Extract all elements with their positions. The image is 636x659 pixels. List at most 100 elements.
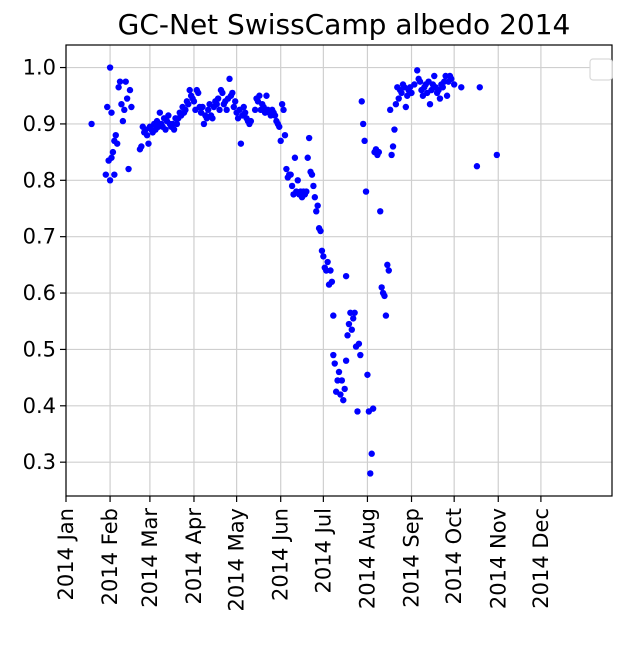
data-point bbox=[340, 396, 347, 404]
data-point bbox=[200, 120, 208, 128]
data-point bbox=[288, 182, 296, 190]
data-point bbox=[313, 208, 320, 215]
data-point bbox=[355, 340, 363, 347]
data-point bbox=[342, 357, 350, 364]
data-point bbox=[182, 106, 189, 114]
data-point bbox=[143, 132, 151, 139]
data-point bbox=[165, 112, 172, 119]
data-point bbox=[337, 391, 344, 398]
data-point bbox=[232, 98, 239, 105]
data-point bbox=[358, 98, 365, 105]
data-point bbox=[431, 72, 438, 80]
data-point bbox=[216, 106, 223, 114]
data-point bbox=[351, 309, 358, 316]
x-tick-label: 2014 Apr bbox=[182, 508, 206, 605]
data-point bbox=[392, 100, 400, 108]
data-point bbox=[106, 177, 114, 184]
data-point bbox=[108, 154, 115, 161]
data-point bbox=[278, 100, 286, 108]
data-point bbox=[398, 89, 405, 97]
data-point bbox=[391, 126, 398, 133]
data-point bbox=[476, 84, 483, 91]
data-point bbox=[377, 208, 384, 215]
data-point bbox=[230, 103, 237, 111]
data-point bbox=[448, 75, 455, 83]
y-tick-label: 0.6 bbox=[23, 281, 56, 305]
data-point bbox=[384, 261, 391, 269]
data-point bbox=[436, 95, 444, 102]
data-point bbox=[226, 75, 233, 83]
data-point bbox=[209, 115, 216, 122]
data-point bbox=[237, 140, 245, 147]
y-tick-label: 0.5 bbox=[23, 337, 56, 361]
data-point bbox=[342, 272, 350, 280]
data-point bbox=[388, 151, 395, 159]
data-point bbox=[411, 81, 418, 88]
data-point bbox=[115, 84, 122, 91]
data-point bbox=[162, 126, 169, 133]
data-point bbox=[414, 67, 421, 74]
data-point bbox=[214, 95, 222, 102]
data-point bbox=[121, 106, 128, 114]
data-point bbox=[173, 120, 181, 128]
data-point bbox=[277, 137, 284, 145]
data-point bbox=[291, 154, 299, 161]
data-point bbox=[102, 171, 110, 178]
data-point bbox=[308, 171, 316, 178]
data-point bbox=[416, 78, 424, 85]
data-point bbox=[112, 132, 119, 139]
data-point bbox=[281, 132, 289, 139]
data-point bbox=[294, 177, 301, 184]
data-point bbox=[305, 134, 313, 142]
y-tick-label: 0.7 bbox=[23, 225, 56, 249]
data-point bbox=[283, 165, 290, 173]
data-point bbox=[185, 100, 192, 108]
y-tick-label: 0.8 bbox=[23, 168, 56, 192]
data-point bbox=[348, 326, 355, 333]
data-point bbox=[304, 154, 311, 161]
data-point bbox=[385, 267, 392, 274]
data-point bbox=[118, 100, 125, 108]
data-point bbox=[263, 92, 270, 99]
data-point bbox=[311, 194, 319, 201]
x-tick-label: 2014 Oct bbox=[442, 508, 466, 604]
data-point bbox=[318, 247, 326, 254]
data-point bbox=[186, 86, 193, 94]
data-point bbox=[359, 120, 367, 128]
plot-frame bbox=[65, 44, 613, 497]
data-point bbox=[368, 450, 375, 457]
data-point bbox=[109, 148, 117, 156]
data-point bbox=[271, 112, 279, 119]
data-point bbox=[88, 120, 95, 128]
data-point bbox=[345, 320, 353, 328]
x-tick-label: 2014 Feb bbox=[98, 508, 122, 605]
data-point bbox=[389, 143, 397, 150]
data-point bbox=[450, 81, 458, 88]
data-point bbox=[256, 92, 263, 99]
data-point bbox=[361, 137, 368, 145]
data-point bbox=[327, 267, 334, 274]
data-point bbox=[125, 165, 132, 173]
data-point bbox=[195, 89, 202, 97]
data-point bbox=[335, 368, 343, 376]
y-tick-label: 0.3 bbox=[23, 450, 56, 474]
data-point bbox=[386, 106, 394, 114]
data-point bbox=[104, 103, 111, 111]
data-point bbox=[324, 258, 331, 266]
data-point bbox=[116, 78, 124, 85]
data-point bbox=[240, 103, 247, 111]
y-tick-label: 1.0 bbox=[23, 56, 56, 80]
data-point bbox=[138, 143, 145, 150]
x-tick-label: 2014 Sep bbox=[400, 508, 424, 608]
data-point bbox=[330, 351, 337, 359]
data-point bbox=[111, 171, 118, 178]
chart-title: GC-Net SwissCamp albedo 2014 bbox=[118, 8, 571, 41]
data-point bbox=[317, 227, 324, 235]
data-point bbox=[128, 103, 135, 111]
data-point bbox=[229, 89, 236, 97]
data-point bbox=[204, 106, 212, 114]
data-point bbox=[378, 284, 385, 291]
data-point bbox=[251, 106, 259, 114]
